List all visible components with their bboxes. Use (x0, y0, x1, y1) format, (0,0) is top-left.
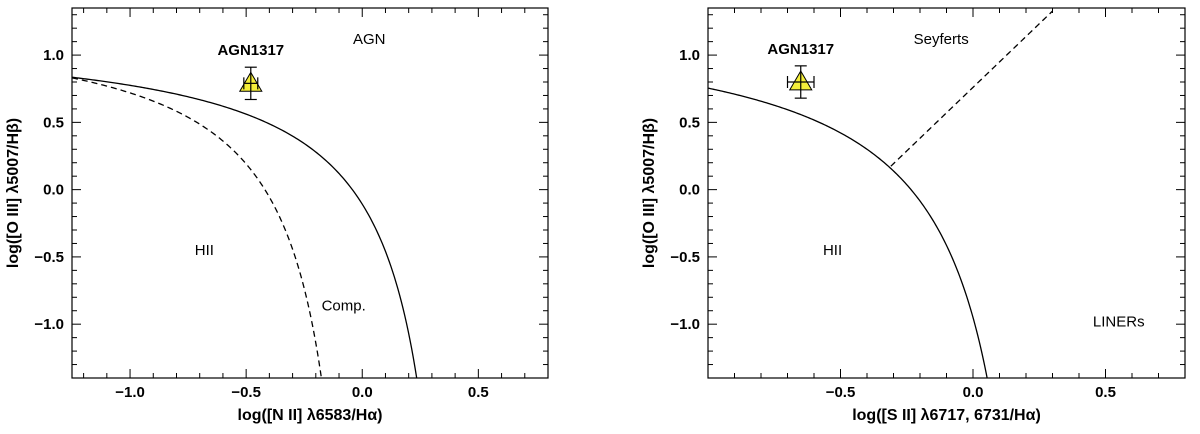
point-label: AGN1317 (217, 42, 284, 59)
y-tick-label: −1.0 (670, 316, 700, 333)
region-label: HII (195, 242, 214, 259)
panel-2: −0.5 0.0 0.5 −1.0 −0.5 0.0 0.5 1.0 log([S II] λ6… (641, 7, 1186, 424)
y-axis-title: log([O III] λ5007/Hβ) (5, 118, 22, 268)
curves (72, 76, 418, 378)
y-tick-label: 1.0 (43, 47, 64, 64)
y-tick-label: −1.0 (34, 316, 64, 333)
y-tick-label: 1.0 (679, 47, 700, 64)
x-tick-label: 0.0 (963, 384, 984, 401)
x-axis-title: log([N II] λ6583/Hα) (238, 407, 383, 424)
x-axis-title: log([S II] λ6717, 6731/Hα) (852, 407, 1041, 424)
panel-1: −1.0 −0.5 0.0 0.5 −1.0 −0.5 0.0 0.5 1.0 log([N II… (5, 7, 549, 424)
region-label: AGN (353, 31, 386, 48)
y-tick-label: 0.5 (679, 114, 700, 131)
region-label: Comp. (322, 297, 366, 314)
region-label: LINERs (1093, 313, 1145, 330)
solid-demarcation-curve (72, 76, 418, 378)
y-tick-label: 0.0 (679, 182, 700, 199)
point-label: AGN1317 (767, 41, 834, 58)
x-tick-label: 0.5 (468, 384, 489, 401)
plot-frame (71, 7, 549, 379)
region-label: HII (823, 242, 842, 259)
y-tick-label: 0.5 (43, 114, 64, 131)
x-tick-label: 0.0 (352, 384, 373, 401)
dashed-demarcation-curve (72, 77, 323, 378)
region-label: Seyferts (914, 31, 969, 48)
curves (708, 10, 1053, 378)
y-tick-label: 0.0 (43, 182, 64, 199)
x-tick-label: −1.0 (115, 384, 145, 401)
x-tick-label: 0.5 (1095, 384, 1116, 401)
dashed-demarcation-curve (890, 10, 1053, 167)
x-tick-label: −0.5 (231, 384, 261, 401)
y-tick-label: −0.5 (670, 249, 700, 266)
y-tick-label: −0.5 (34, 249, 64, 266)
solid-demarcation-curve (708, 87, 988, 378)
y-axis-title: log([O III] λ5007/Hβ) (641, 118, 658, 268)
x-tick-label: −0.5 (826, 384, 856, 401)
